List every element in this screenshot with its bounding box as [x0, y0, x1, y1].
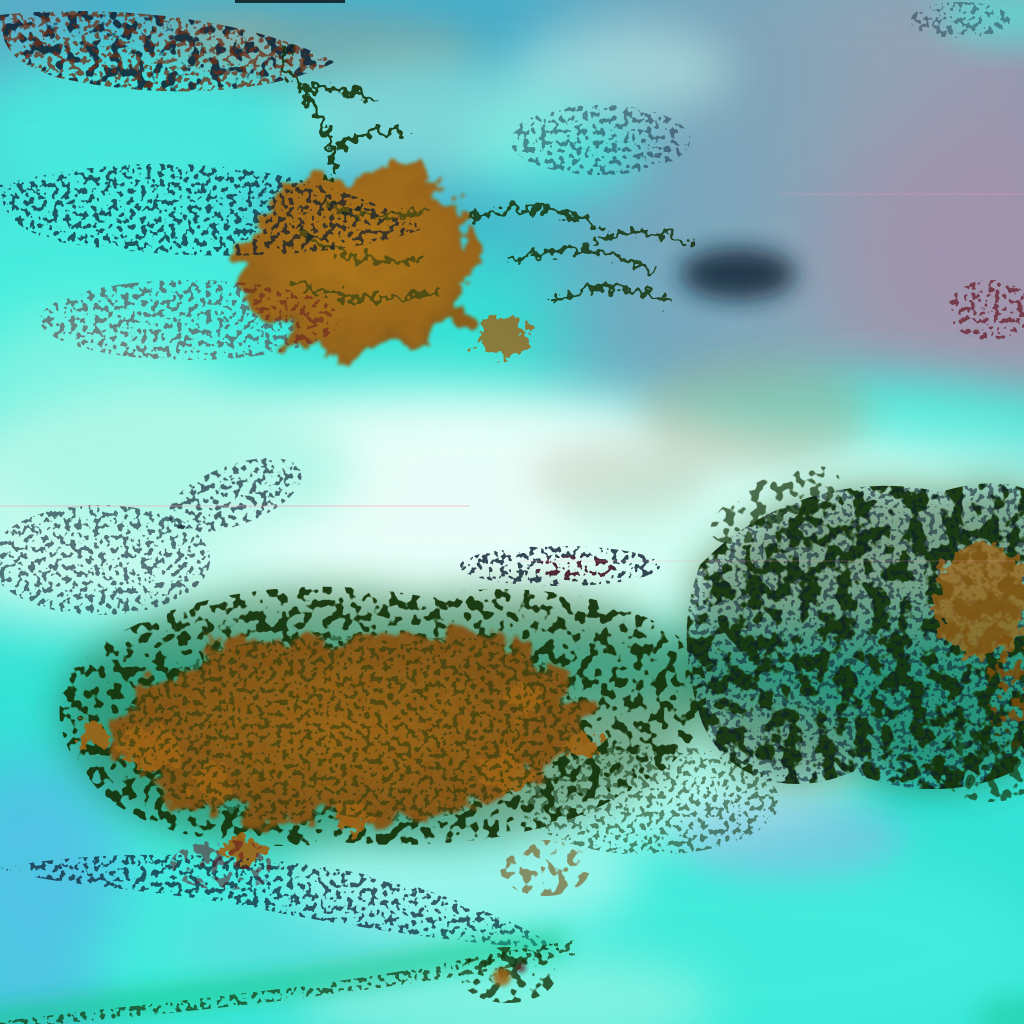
se-streak-extension — [710, 466, 840, 544]
speckle-south-maroon — [170, 840, 280, 890]
se-corner-speckle — [935, 722, 1024, 802]
sw-landmass-texture — [116, 634, 584, 822]
scanline-group — [0, 193, 1024, 562]
green-streak-speckle — [0, 940, 575, 1024]
pale-patch-top-center — [510, 25, 730, 115]
green-streak-group — [0, 930, 1024, 1024]
speckle-trails-group — [0, 0, 1024, 950]
top-edge-dark-segment — [235, 0, 345, 3]
speckle-south-brown — [500, 840, 590, 896]
speckle-band-west-navy — [0, 163, 425, 256]
scan-line-1 — [0, 505, 470, 507]
corner-green-tuft — [976, 998, 1024, 1024]
southwest-landmass-group — [59, 586, 707, 864]
se-darkmass-navy-speckle — [686, 483, 1024, 790]
speckle-upper-mid — [510, 105, 690, 175]
speckle-mid-chain — [168, 458, 302, 532]
speckle-right-top — [948, 280, 1024, 340]
green-streak-maroon-dot — [516, 963, 526, 973]
speckle-mid-line-maroon — [535, 556, 615, 580]
speckle-ne-corner — [910, 2, 1010, 38]
scan-line-3 — [780, 193, 1024, 195]
southeast-darkmass-group — [520, 466, 1024, 855]
branch-streaks-group — [282, 43, 796, 305]
scan-line-2 — [520, 560, 1020, 562]
speckle-band-west-maroon — [40, 280, 340, 360]
green-streak-brown-dot — [493, 968, 511, 986]
se-sparse-trail — [520, 745, 780, 855]
dark-smudge-east — [680, 248, 796, 300]
sw-islet — [76, 725, 108, 749]
tan-haze-band-1 — [640, 357, 870, 467]
tan-haze-band-2 — [532, 438, 712, 514]
speckle-band-topleft-maroon — [0, 11, 335, 92]
se-brown-patch — [934, 542, 1024, 658]
north-satellite-islet — [477, 317, 533, 353]
se-edge-brown-flecks — [986, 628, 1024, 748]
speckle-south-trail — [0, 854, 560, 950]
branch-streaks-east-fan — [469, 205, 691, 305]
speckle-left-mid — [0, 505, 210, 615]
